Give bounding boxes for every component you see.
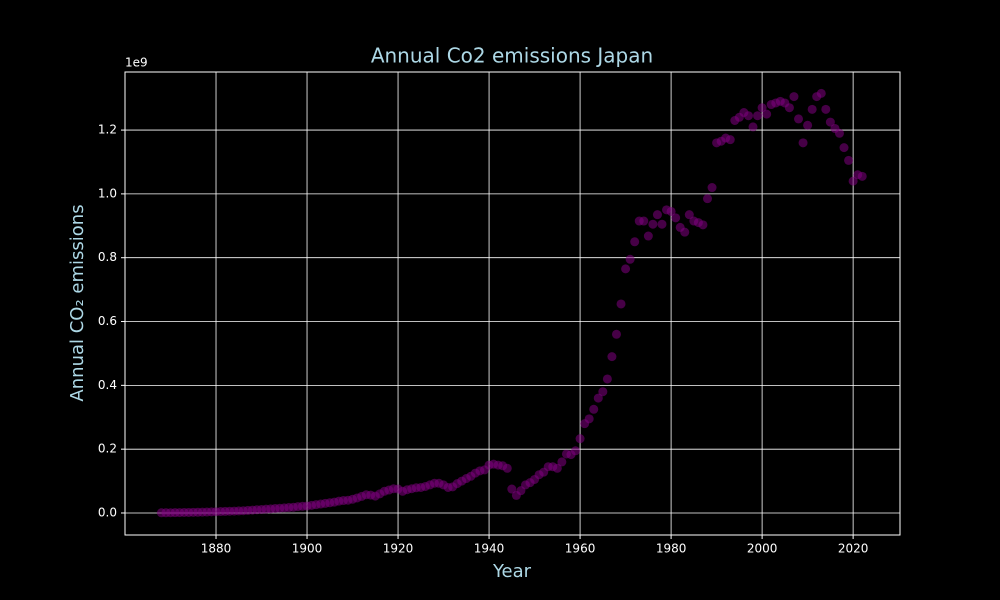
y-tick-label: 0.6 [98, 314, 117, 328]
point [575, 434, 585, 444]
point [844, 155, 854, 165]
point [762, 109, 772, 119]
point [839, 143, 849, 153]
point [671, 213, 681, 223]
point [825, 117, 835, 127]
point [643, 231, 653, 241]
x-tick-label: 1940 [474, 542, 505, 556]
y-tick-label: 1.2 [98, 123, 117, 137]
point [789, 92, 799, 102]
point [857, 171, 867, 181]
point [584, 414, 594, 424]
point [821, 104, 831, 114]
point [725, 135, 735, 145]
plot-frame [124, 71, 901, 536]
point [611, 329, 621, 339]
point [616, 299, 626, 309]
y-tick-label: 0.0 [98, 505, 117, 519]
point [593, 393, 603, 403]
point [743, 111, 753, 121]
point [707, 183, 717, 193]
y-tick-label: 1.0 [98, 186, 117, 200]
x-tick-label: 1920 [383, 542, 414, 556]
y-tick-label: 0.8 [98, 250, 117, 264]
x-tick-label: 1880 [201, 542, 232, 556]
point [552, 463, 562, 473]
point [753, 111, 763, 121]
point [507, 484, 517, 494]
point [794, 114, 804, 124]
point [657, 219, 667, 229]
point [784, 103, 794, 113]
x-tick-label: 2000 [747, 542, 778, 556]
point [589, 404, 599, 414]
point [602, 374, 612, 384]
chart-title: Annual Co2 emissions Japan [371, 44, 653, 68]
x-axis-label: Year [492, 561, 532, 582]
point [648, 219, 658, 229]
point [607, 352, 617, 362]
point [748, 122, 758, 132]
y-offset-label: 1e9 [125, 56, 148, 70]
point [684, 210, 694, 220]
y-axis-label: Annual CO₂ emissions [67, 204, 88, 401]
point [625, 254, 635, 264]
point [630, 237, 640, 247]
y-tick-label: 0.4 [98, 378, 117, 392]
x-tick-label: 1900 [292, 542, 323, 556]
x-tick-label: 1980 [656, 542, 687, 556]
point [571, 446, 581, 456]
point [621, 264, 631, 274]
point [639, 216, 649, 226]
point [557, 457, 567, 467]
point [680, 227, 690, 237]
x-tick-label: 2020 [838, 542, 869, 556]
point [798, 138, 808, 148]
point [834, 128, 844, 138]
point [703, 194, 713, 204]
point [666, 206, 676, 216]
x-tick-label: 1960 [565, 542, 596, 556]
point [652, 210, 662, 220]
point [816, 88, 826, 98]
point [698, 220, 708, 230]
point [807, 104, 817, 114]
point [803, 120, 813, 130]
point [757, 103, 767, 113]
point [502, 463, 512, 473]
point [848, 176, 858, 186]
point [598, 387, 608, 397]
y-tick-label: 0.2 [98, 442, 117, 456]
